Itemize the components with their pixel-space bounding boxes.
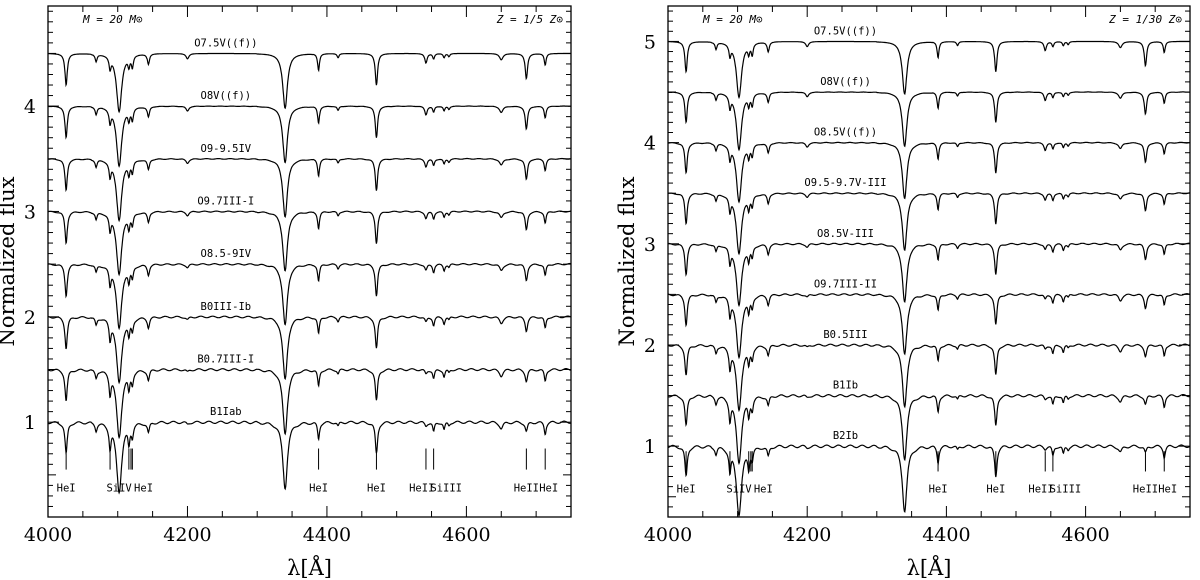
spectrum-label: O8V((f)) [820,76,871,88]
line-id-label: HeI [1158,484,1177,496]
line-id-label: HeI [309,482,328,494]
line-id-label: SiIII [430,482,462,494]
metallicity-label: Z = 1/5 Z⊙ [496,13,563,26]
mass-label: M = 20 M⊙ [702,13,763,26]
spectrum-line [48,262,571,331]
left-panel: 4000 4200 4400 4600 1 2 3 4 λ[Å] Normalized flux M… [0,5,572,580]
plot-frame [667,5,1191,518]
line-id-label: SiIV [726,484,752,496]
x-tick-label: 4000 [644,524,692,546]
line-id-label: HeI [367,482,386,494]
y-tick-label: 5 [644,31,656,53]
spectrum-line [668,91,1190,152]
spectrum-line [48,210,571,277]
line-id-label: HeII [409,482,434,494]
line-id-label: HeI [134,482,153,494]
spectrum-line [667,393,1190,466]
spectrum-label: B0.7III-I [197,353,254,365]
y-tick-label: 4 [24,96,36,118]
spectrum-label: B0.5III [823,329,867,341]
line-id-label: HeII [1028,484,1053,496]
mass-label: M = 20 M⊙ [82,13,143,26]
line-id-label: SiIII [1050,484,1082,496]
spectrum-line [47,368,571,440]
spectrum-line [668,40,1190,100]
spectrum-line [47,157,571,223]
spectrum-label: O9.7III-I [197,195,254,207]
line-id-label: HeI [57,482,76,494]
spectrum-line [48,52,571,114]
line-id-label: SiIV [106,482,132,494]
line-id-label: HeI [929,484,948,496]
x-axis-label: λ[Å] [287,555,332,580]
spectrum-label: O8.5V-III [817,228,874,240]
x-tick-label: 4400 [303,524,351,546]
right-panel: 4000 4200 4400 4600 1 2 3 4 5 λ[Å] Normalized flux… [615,5,1191,580]
y-axis-label: Normalized flux [615,176,639,346]
spectrum-line [48,105,571,168]
x-tick-label: 4600 [1061,524,1109,546]
spectrum-label: O9-9.5IV [201,143,252,155]
spectrum-label: O8.5-9IV [201,248,252,260]
line-id-label: HeI [539,482,558,494]
plot-frame [47,5,572,518]
y-axis-label: Normalized flux [0,176,19,346]
y-tick-label: 3 [24,201,36,223]
spectrum-line [47,315,571,385]
y-tick-label: 3 [644,234,656,256]
spectrum-label: O9.5-9.7V-III [804,177,886,189]
spectrum-label: B2Ib [833,430,858,442]
spectrum-label: B1Ib [833,380,858,392]
x-axis-label: λ[Å] [907,555,952,580]
spectrum-line [667,192,1190,256]
y-tick-label: 1 [644,436,656,458]
line-id-label: HeII [514,482,539,494]
spectrum-label: O7.5V((f)) [814,25,877,37]
x-tick-label: 4000 [24,524,72,546]
spectrum-label: B1Iab [210,406,242,418]
spectrum-line [667,343,1190,413]
x-tick-label: 4200 [783,524,831,546]
spectrum-label: O7.5V((f)) [194,37,257,49]
spectrum-label: B0III-Ib [201,301,252,313]
y-tick-label: 1 [24,412,36,434]
y-tick-label: 2 [24,307,36,329]
line-id-label: HeI [986,484,1005,496]
spectrum-line [667,141,1190,204]
line-id-label: HeII [1133,484,1158,496]
metallicity-label: Z = 1/30 Z⊙ [1108,13,1182,26]
y-tick-label: 2 [644,335,656,357]
spectrum-line [668,242,1190,308]
spectrum-line [667,444,1190,518]
spectrum-label: O9.7III-II [814,278,877,290]
x-tick-label: 4600 [442,524,490,546]
spectrum-line [667,293,1190,360]
spectrum-label: O8.5V((f)) [814,127,877,139]
x-tick-label: 4400 [922,524,970,546]
spectrum-line [47,420,571,495]
line-id-label: HeI [754,484,773,496]
spectrum-label: O8V((f)) [201,90,252,102]
x-tick-label: 4200 [163,524,211,546]
y-tick-label: 4 [644,133,656,155]
line-id-label: HeI [677,484,696,496]
